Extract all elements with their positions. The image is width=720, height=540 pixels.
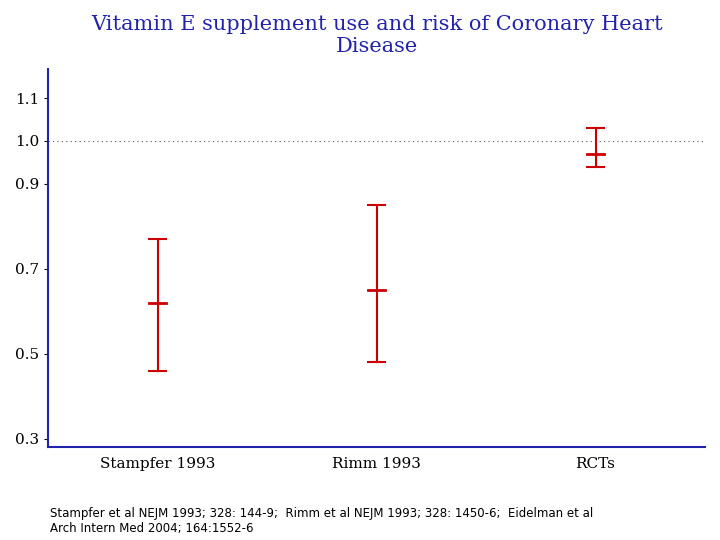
Text: Stampfer et al NEJM 1993; 328: 144-9;  Rimm et al NEJM 1993; 328: 1450-6;  Eidel: Stampfer et al NEJM 1993; 328: 144-9; Ri… [50,507,594,535]
Title: Vitamin E supplement use and risk of Coronary Heart
Disease: Vitamin E supplement use and risk of Cor… [91,15,662,56]
